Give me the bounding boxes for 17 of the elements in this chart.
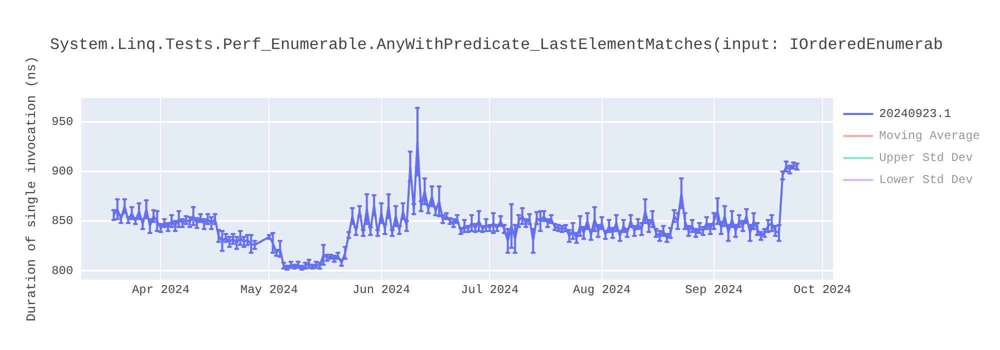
x-tick-label: May 2024 xyxy=(240,282,298,297)
x-tick-label: Aug 2024 xyxy=(573,282,631,297)
chart-title: System.Linq.Tests.Perf_Enumerable.AnyWithPredicate_LastElementMatches(input: IOrderedEnumerab xyxy=(50,36,943,54)
y-tick-label: 950 xyxy=(52,114,74,129)
legend-label: 20240923.1 xyxy=(879,107,952,122)
legend-label: Upper Std Dev xyxy=(879,151,973,166)
legend-label: Moving Average xyxy=(879,129,980,144)
x-tick-label: Sep 2024 xyxy=(685,282,743,297)
y-tick-label: 800 xyxy=(52,264,74,278)
x-tick-label: Oct 2024 xyxy=(794,282,852,297)
x-tick-label: Jun 2024 xyxy=(352,282,410,297)
legend-label: Lower Std Dev xyxy=(879,173,973,188)
x-tick-label: Apr 2024 xyxy=(132,282,190,297)
y-tick-label: 850 xyxy=(52,214,74,228)
x-tick-label: Jul 2024 xyxy=(460,282,519,297)
y-axis-title: Duration of single invocation (ns) xyxy=(24,56,40,322)
y-tick-label: 900 xyxy=(52,164,74,179)
